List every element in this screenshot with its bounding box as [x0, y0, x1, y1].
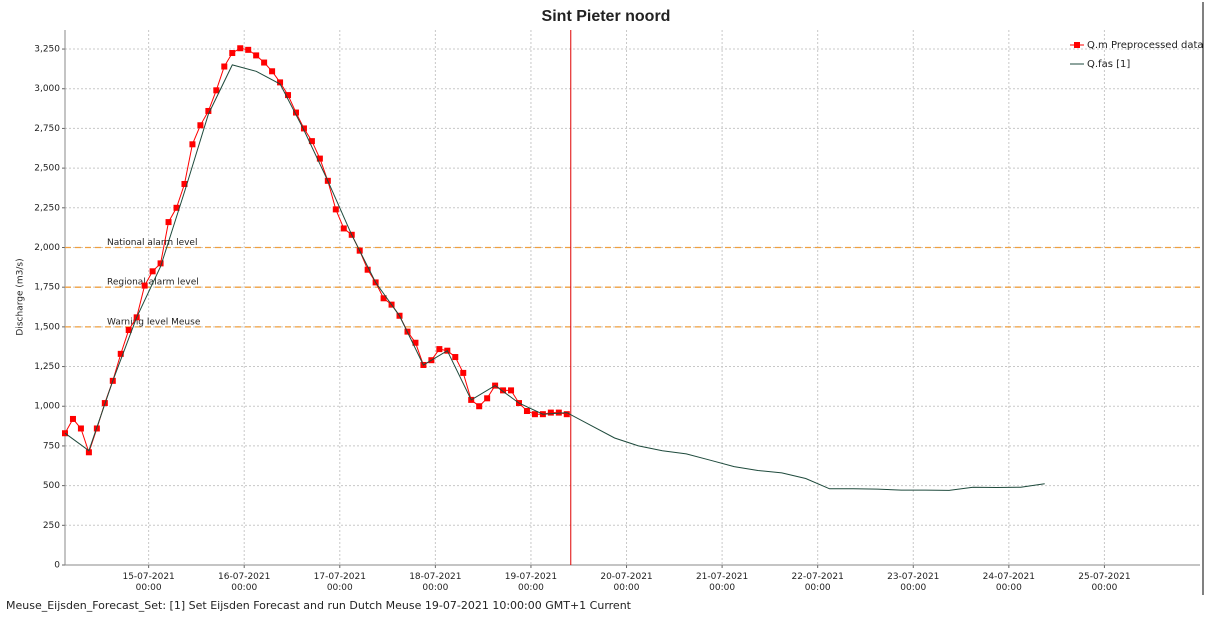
y-tick-label: 1,250	[34, 362, 60, 372]
y-tick-label: 2,250	[34, 203, 60, 213]
y-tick-label: 1,750	[34, 283, 60, 293]
data-point	[380, 295, 387, 302]
plot-area	[65, 30, 1200, 565]
y-tick-label: 2,000	[34, 243, 60, 253]
y-axis-label: Discharge (m3/s)	[16, 258, 26, 335]
data-point	[547, 409, 554, 416]
data-point	[197, 122, 204, 129]
chart-title: Sint Pieter noord	[542, 8, 671, 25]
data-point	[77, 425, 84, 432]
y-tick-label: 250	[43, 521, 60, 531]
data-point	[531, 411, 538, 418]
legend-label: Q.m Preprocessed data	[1087, 40, 1204, 51]
data-point	[149, 268, 156, 275]
data-point	[476, 403, 483, 410]
y-tick-label: 3,250	[34, 45, 60, 55]
legend-label: Q.fas [1]	[1087, 59, 1130, 70]
data-point	[300, 125, 307, 132]
x-tick-label: 24-07-2021 00:00	[983, 572, 1035, 593]
data-point	[364, 266, 371, 273]
data-point	[292, 109, 299, 116]
x-tick-label: 23-07-2021 00:00	[887, 572, 939, 593]
x-tick-label: 21-07-2021 00:00	[696, 572, 748, 593]
data-point	[221, 63, 228, 70]
legend-marker	[1074, 42, 1080, 48]
y-tick-label: 0	[54, 561, 60, 571]
data-point	[277, 79, 284, 86]
data-point	[484, 395, 491, 402]
data-point	[412, 339, 419, 346]
data-point	[436, 346, 443, 353]
x-tick-label: 25-07-2021 00:00	[1078, 572, 1130, 593]
data-point	[269, 68, 276, 75]
data-point	[523, 408, 530, 415]
data-point	[285, 92, 292, 99]
data-point	[245, 46, 252, 53]
data-point	[555, 409, 562, 416]
x-tick-label: 15-07-2021 00:00	[122, 572, 174, 593]
threshold-label: Warning level Meuse	[107, 317, 201, 327]
y-tick-label: 1,000	[34, 402, 60, 412]
data-point	[165, 219, 172, 226]
data-point	[229, 50, 236, 57]
data-point	[261, 59, 268, 66]
data-point	[69, 415, 76, 422]
data-point	[213, 87, 220, 94]
data-point	[181, 180, 188, 187]
y-tick-label: 500	[43, 481, 60, 491]
data-point	[452, 354, 459, 361]
x-tick-label: 20-07-2021 00:00	[600, 572, 652, 593]
data-point	[460, 369, 467, 376]
data-point	[189, 141, 196, 148]
data-point	[125, 327, 132, 334]
series-line	[64, 47, 567, 454]
data-point	[173, 204, 180, 211]
y-tick-label: 1,500	[34, 322, 60, 332]
data-point	[563, 411, 570, 418]
data-point	[508, 387, 515, 394]
y-tick-label: 2,500	[34, 164, 60, 174]
x-tick-label: 19-07-2021 00:00	[505, 572, 557, 593]
data-point	[157, 260, 164, 267]
data-point	[340, 225, 347, 232]
data-point	[205, 107, 212, 114]
footer: Meuse_Eijsden_Forecast_Set: [1] Set Eijs…	[6, 599, 632, 612]
data-point	[308, 138, 315, 145]
x-tick-label: 18-07-2021 00:00	[409, 572, 461, 593]
threshold-label: National alarm level	[107, 238, 197, 248]
data-point	[141, 282, 148, 289]
series-line	[64, 64, 1045, 491]
x-tick-label: 16-07-2021 00:00	[218, 572, 270, 593]
x-tick-label: 17-07-2021 00:00	[314, 572, 366, 593]
data-point	[85, 449, 92, 456]
data-point	[253, 52, 260, 59]
y-tick-label: 3,000	[34, 84, 60, 94]
data-point	[237, 45, 244, 52]
data-point	[117, 350, 124, 357]
data-point	[500, 387, 507, 394]
x-tick-label: 22-07-2021 00:00	[792, 572, 844, 593]
data-point	[332, 206, 339, 213]
y-tick-label: 750	[43, 441, 60, 451]
data-point	[316, 155, 323, 162]
y-tick-label: 2,750	[34, 124, 60, 134]
